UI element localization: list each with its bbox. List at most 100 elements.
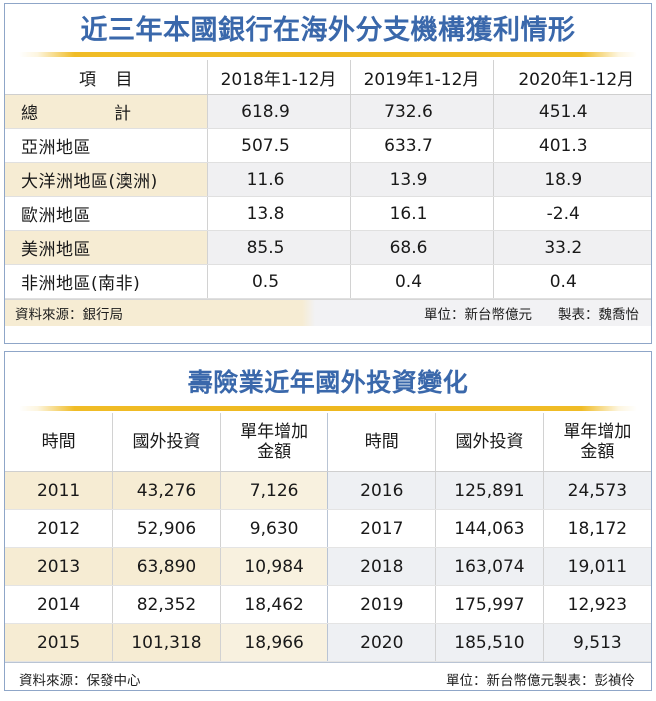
table2-col-header-5: 單年增加 金額 (542, 413, 651, 472)
table2-cell-year: 2019 (327, 585, 436, 624)
table2-cell-year: 2018 (327, 547, 436, 586)
table1-row-label: 歐洲地區 (5, 196, 207, 231)
table1-cell-value: 507.5 (206, 128, 350, 163)
table2-col-header-4: 國外投資 (435, 413, 544, 472)
panel-life-insurance-overseas-investment: 壽險業近年國外投資變化 時間 國外投資 單年增加 金額 (4, 351, 652, 691)
table2-cell-increase: 18,172 (542, 509, 651, 548)
table2-cell-year: 2017 (327, 509, 436, 548)
table1-cell-value: 85.5 (206, 230, 350, 265)
table1-row-label: 大洋洲地區(澳洲) (5, 162, 207, 197)
table2-col-header-5-line1: 單年增加 (563, 422, 632, 442)
gold-divider-2 (19, 406, 637, 411)
table2-cell-increase: 10,984 (219, 547, 328, 586)
panel2-unit: 單位：新台幣億元 (446, 672, 554, 689)
table2-col-header-2: 單年增加 金額 (219, 413, 328, 472)
panel2-source: 資料來源：保發中心 (19, 672, 141, 689)
table-row: 大洋洲地區(澳洲) 11.6 13.9 18.9 (5, 162, 651, 197)
table2-col-header-0: 時間 (5, 413, 113, 472)
panel1-title: 近三年本國銀行在海外分支機構獲利情形 (80, 15, 576, 46)
table-row: 2013 63,890 10,984 2018 163,074 19,011 (5, 547, 651, 586)
table1-col-header-3: 2020年1-12月 (492, 60, 651, 95)
panel1-source: 資料來源：銀行局 (15, 307, 123, 323)
table2-col-header-1: 國外投資 (112, 413, 221, 472)
table2-cell-investment: 82,352 (112, 585, 221, 624)
table1-cell-value: 0.4 (349, 264, 493, 299)
table2-col-header-3: 時間 (327, 413, 436, 472)
table2-col-header-0-line1: 時間 (41, 432, 76, 452)
table2-cell-investment: 43,276 (112, 471, 221, 510)
panel1-maker: 製表：魏喬怡 (558, 307, 639, 323)
table1-cell-value: -2.4 (492, 196, 651, 231)
panel1-unit: 單位：新台幣億元 (424, 307, 532, 323)
table2-cell-increase: 9,630 (219, 509, 328, 548)
table2-col-header-3-line1: 時間 (364, 432, 399, 452)
table2-cell-year: 2012 (5, 509, 113, 548)
table2-cell-increase: 24,573 (542, 471, 651, 510)
table2-cell-increase: 18,462 (219, 585, 328, 624)
table2-cell-investment: 185,510 (435, 623, 544, 662)
table2-cell-increase: 9,513 (542, 623, 651, 662)
table2-cell-investment: 175,997 (435, 585, 544, 624)
table2-cell-investment: 144,063 (435, 509, 544, 548)
table1-cell-value: 13.9 (349, 162, 493, 197)
table2-cell-increase: 12,923 (542, 585, 651, 624)
table1-cell-value: 16.1 (349, 196, 493, 231)
table2-cell-year: 2014 (5, 585, 113, 624)
panel2-title: 壽險業近年國外投資變化 (187, 368, 469, 397)
table1-row-label: 非洲地區(南非) (5, 264, 207, 299)
table-row: 2014 82,352 18,462 2019 175,997 12,923 (5, 585, 651, 624)
table-row: 總 計 618.9 732.6 451.4 (5, 94, 651, 129)
table2-cell-increase: 19,011 (542, 547, 651, 586)
table2-cell-increase: 18,966 (219, 623, 328, 662)
table2-cell-investment: 125,891 (435, 471, 544, 510)
panel1-footer: 資料來源：銀行局 單位：新台幣億元 製表：魏喬怡 (5, 299, 651, 326)
panel-bank-overseas-profit: 近三年本國銀行在海外分支機構獲利情形 項 目 2018年1-12月 2019年1… (4, 3, 652, 344)
table1-cell-value: 33.2 (492, 230, 651, 265)
table-row: 歐洲地區 13.8 16.1 -2.4 (5, 196, 651, 231)
table2-cell-investment: 63,890 (112, 547, 221, 586)
table-life-insurance-overseas-investment: 時間 國外投資 單年增加 金額 時間 國外投資 (5, 413, 651, 662)
table1-row-label: 總 計 (5, 94, 207, 129)
table2-col-header-2-line2: 金額 (257, 442, 292, 462)
table1-header-row: 項 目 2018年1-12月 2019年1-12月 2020年1-12月 (5, 60, 651, 95)
table2-col-header-4-line1: 國外投資 (455, 432, 524, 452)
table-row: 非洲地區(南非) 0.5 0.4 0.4 (5, 264, 651, 299)
table-bank-overseas-profit: 項 目 2018年1-12月 2019年1-12月 2020年1-12月 總 計… (5, 60, 651, 299)
table1-col-header-1: 2018年1-12月 (206, 60, 350, 95)
table-row: 美洲地區 85.5 68.6 33.2 (5, 230, 651, 265)
table1-cell-value: 18.9 (492, 162, 651, 197)
table2-col-header-2-line1: 單年增加 (240, 422, 309, 442)
table1-col-header-2: 2019年1-12月 (349, 60, 493, 95)
panel2-maker: 製表：彭禎伶 (554, 672, 635, 689)
table2-cell-investment: 52,906 (112, 509, 221, 548)
table1-cell-value: 11.6 (206, 162, 350, 197)
table1-cell-value: 68.6 (349, 230, 493, 265)
table1-row-label: 美洲地區 (5, 230, 207, 265)
table1-cell-value: 618.9 (206, 94, 350, 129)
table2-cell-investment: 101,318 (112, 623, 221, 662)
table-row: 2011 43,276 7,126 2016 125,891 24,573 (5, 471, 651, 510)
table1-cell-value: 401.3 (492, 128, 651, 163)
table1-row-label: 亞洲地區 (5, 128, 207, 163)
table-row: 2015 101,318 18,966 2020 185,510 9,513 (5, 623, 651, 662)
table-row: 2012 52,906 9,630 2017 144,063 18,172 (5, 509, 651, 548)
table2-header-row: 時間 國外投資 單年增加 金額 時間 國外投資 (5, 413, 651, 472)
table2-cell-year: 2011 (5, 471, 113, 510)
table1-cell-value: 0.5 (206, 264, 350, 299)
table2-cell-year: 2013 (5, 547, 113, 586)
table1-cell-value: 0.4 (492, 264, 651, 299)
table-row: 亞洲地區 507.5 633.7 401.3 (5, 128, 651, 163)
table1-cell-value: 13.8 (206, 196, 350, 231)
table1-col-header-0: 項 目 (5, 60, 207, 95)
table2-col-header-5-line2: 金額 (580, 442, 615, 462)
panel2-footer: 資料來源：保發中心 單位：新台幣億元 製表：彭禎伶 (5, 662, 651, 690)
table2-cell-year: 2016 (327, 471, 436, 510)
table1-cell-value: 451.4 (492, 94, 651, 129)
table2-cell-investment: 163,074 (435, 547, 544, 586)
table1-cell-value: 633.7 (349, 128, 493, 163)
table2-cell-increase: 7,126 (219, 471, 328, 510)
table2-cell-year: 2015 (5, 623, 113, 662)
table2-cell-year: 2020 (327, 623, 436, 662)
gold-divider-1 (19, 52, 637, 57)
